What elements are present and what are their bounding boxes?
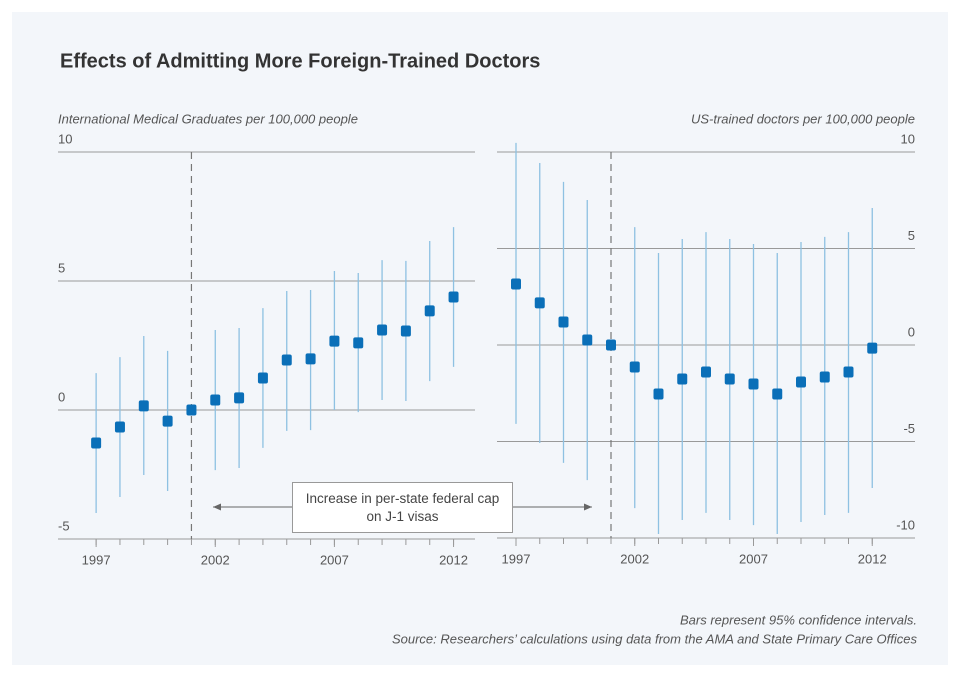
point bbox=[819, 371, 830, 383]
point bbox=[257, 372, 268, 384]
y-tick-label: 0 bbox=[58, 389, 65, 404]
point bbox=[772, 388, 783, 400]
x-tick-label: 2002 bbox=[620, 551, 649, 566]
y-tick-label: 0 bbox=[908, 324, 915, 339]
x-tick-label: 2012 bbox=[439, 552, 468, 567]
point bbox=[448, 291, 459, 303]
point bbox=[353, 337, 364, 349]
point bbox=[329, 335, 340, 347]
point bbox=[843, 366, 854, 378]
y-tick-label: 10 bbox=[901, 131, 915, 146]
panel-bg bbox=[12, 12, 948, 665]
x-tick-label: 2002 bbox=[201, 552, 230, 567]
y-tick-label: 10 bbox=[58, 131, 72, 146]
y-tick-label: -5 bbox=[58, 518, 70, 533]
point bbox=[511, 278, 521, 290]
point bbox=[606, 339, 616, 351]
point bbox=[677, 373, 688, 385]
x-tick-label: 1997 bbox=[502, 551, 531, 566]
point bbox=[377, 324, 388, 336]
note: Source: Researchers’ calculations using … bbox=[392, 631, 918, 646]
point bbox=[629, 361, 640, 373]
x-tick-label: 2012 bbox=[858, 551, 887, 566]
y-tick-label: -5 bbox=[903, 421, 915, 436]
point bbox=[114, 421, 125, 433]
point bbox=[867, 342, 878, 354]
y-axis-label: US-trained doctors per 100,000 people bbox=[691, 111, 915, 126]
y-axis-label: International Medical Graduates per 100,… bbox=[58, 111, 358, 126]
point bbox=[558, 316, 569, 328]
point bbox=[186, 404, 197, 416]
point bbox=[91, 437, 102, 449]
point bbox=[748, 378, 759, 390]
annotation: Increase in per-state federal cap on J-1… bbox=[292, 482, 513, 533]
y-tick-label: 5 bbox=[908, 228, 915, 243]
x-tick-label: 2007 bbox=[739, 551, 768, 566]
point bbox=[138, 400, 149, 412]
point bbox=[162, 415, 173, 427]
point bbox=[424, 305, 435, 317]
point bbox=[534, 297, 545, 309]
note: Bars represent 95% confidence intervals. bbox=[680, 612, 917, 627]
point bbox=[234, 392, 245, 404]
point bbox=[582, 334, 593, 346]
y-tick-label: 5 bbox=[58, 260, 65, 275]
x-tick-label: 1997 bbox=[82, 552, 111, 567]
point bbox=[653, 388, 664, 400]
point bbox=[400, 325, 411, 337]
chart-title: Effects of Admitting More Foreign-Traine… bbox=[60, 50, 540, 72]
y-tick-label: -10 bbox=[896, 517, 915, 532]
point bbox=[305, 353, 316, 365]
x-tick-label: 2007 bbox=[320, 552, 349, 567]
point bbox=[701, 366, 711, 378]
point bbox=[724, 373, 735, 385]
point bbox=[796, 376, 806, 388]
point bbox=[281, 354, 292, 366]
point bbox=[210, 394, 221, 406]
